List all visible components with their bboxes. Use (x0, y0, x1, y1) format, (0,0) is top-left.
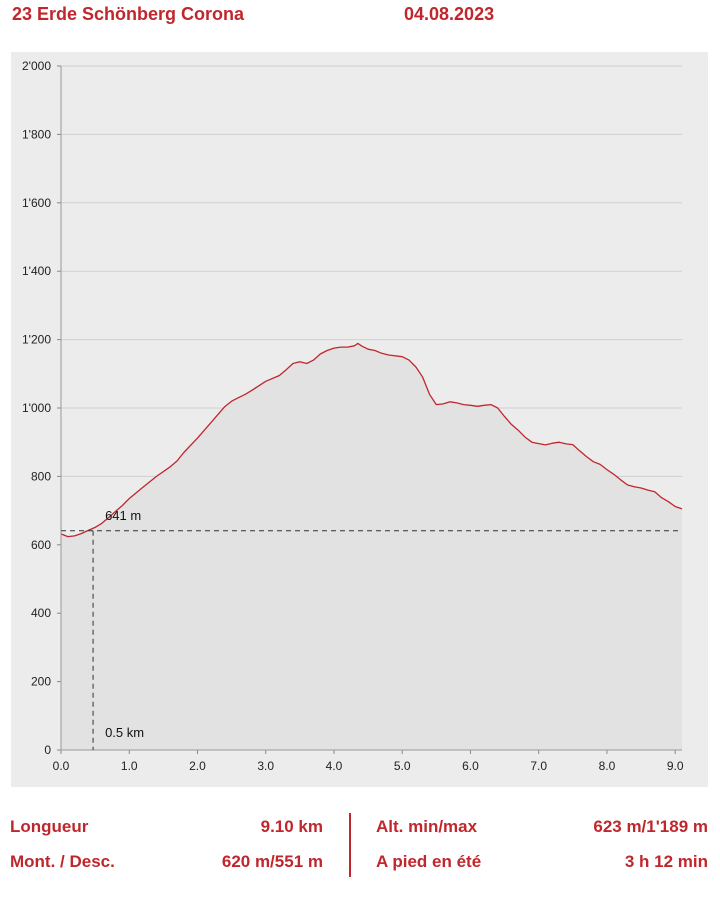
y-tick-label: 2'000 (22, 59, 51, 73)
y-tick-label: 800 (31, 469, 51, 483)
x-tick-label: 2.0 (189, 759, 206, 773)
stats-divider (349, 813, 351, 877)
route-stats: Longueur 9.10 km Mont. / Desc. 620 m/551… (0, 805, 720, 885)
x-tick-label: 7.0 (530, 759, 547, 773)
y-tick-label: 1'200 (22, 333, 51, 347)
updown-label: Mont. / Desc. (10, 852, 115, 871)
elevation-area (61, 343, 682, 750)
y-tick-label: 1'400 (22, 264, 51, 278)
x-tick-label: 8.0 (599, 759, 616, 773)
walktime-value: 3 h 12 min (624, 852, 708, 871)
elevation-profile-chart[interactable]: 0 200 400 600 800 1'000 1'200 1'400 1'600 1'800 2'… (0, 0, 720, 800)
x-tick-label: 0.0 (53, 759, 70, 773)
y-tick-label: 600 (31, 538, 51, 552)
altminmax-label: Alt. min/max (376, 817, 478, 836)
y-tick-label: 200 (31, 675, 51, 689)
x-tick-label: 9.0 (667, 759, 684, 773)
axes: 0 200 400 600 800 1'000 1'200 1'400 1'600 1'800 2'… (22, 59, 684, 773)
x-tick-label: 6.0 (462, 759, 479, 773)
length-value: 9.10 km (260, 817, 323, 836)
x-tick-label: 3.0 (257, 759, 274, 773)
x-tick-label: 1.0 (121, 759, 138, 773)
cursor-distance-label: 0.5 km (105, 725, 144, 740)
walktime-label: A pied en été (376, 852, 482, 871)
hover-cursor: 641 m 0.5 km (61, 508, 682, 750)
x-tick-label: 5.0 (394, 759, 411, 773)
x-tick-label: 4.0 (326, 759, 343, 773)
elevation-line (60, 342, 683, 538)
route-title: 23 Erde Schönberg Corona (12, 4, 245, 24)
y-tick-label: 0 (44, 743, 51, 757)
length-label: Longueur (10, 817, 89, 836)
y-tick-label: 400 (31, 606, 51, 620)
cursor-altitude-label: 641 m (105, 508, 141, 523)
y-tick-label: 1'000 (22, 401, 51, 415)
header: 23 Erde Schönberg Corona 04.08.2023 (0, 0, 720, 40)
y-tick-label: 1'600 (22, 196, 51, 210)
route-date: 04.08.2023 (404, 4, 495, 24)
altminmax-value: 623 m/1'189 m (593, 817, 708, 836)
updown-value: 620 m/551 m (221, 852, 323, 871)
y-tick-label: 1'800 (22, 127, 51, 141)
